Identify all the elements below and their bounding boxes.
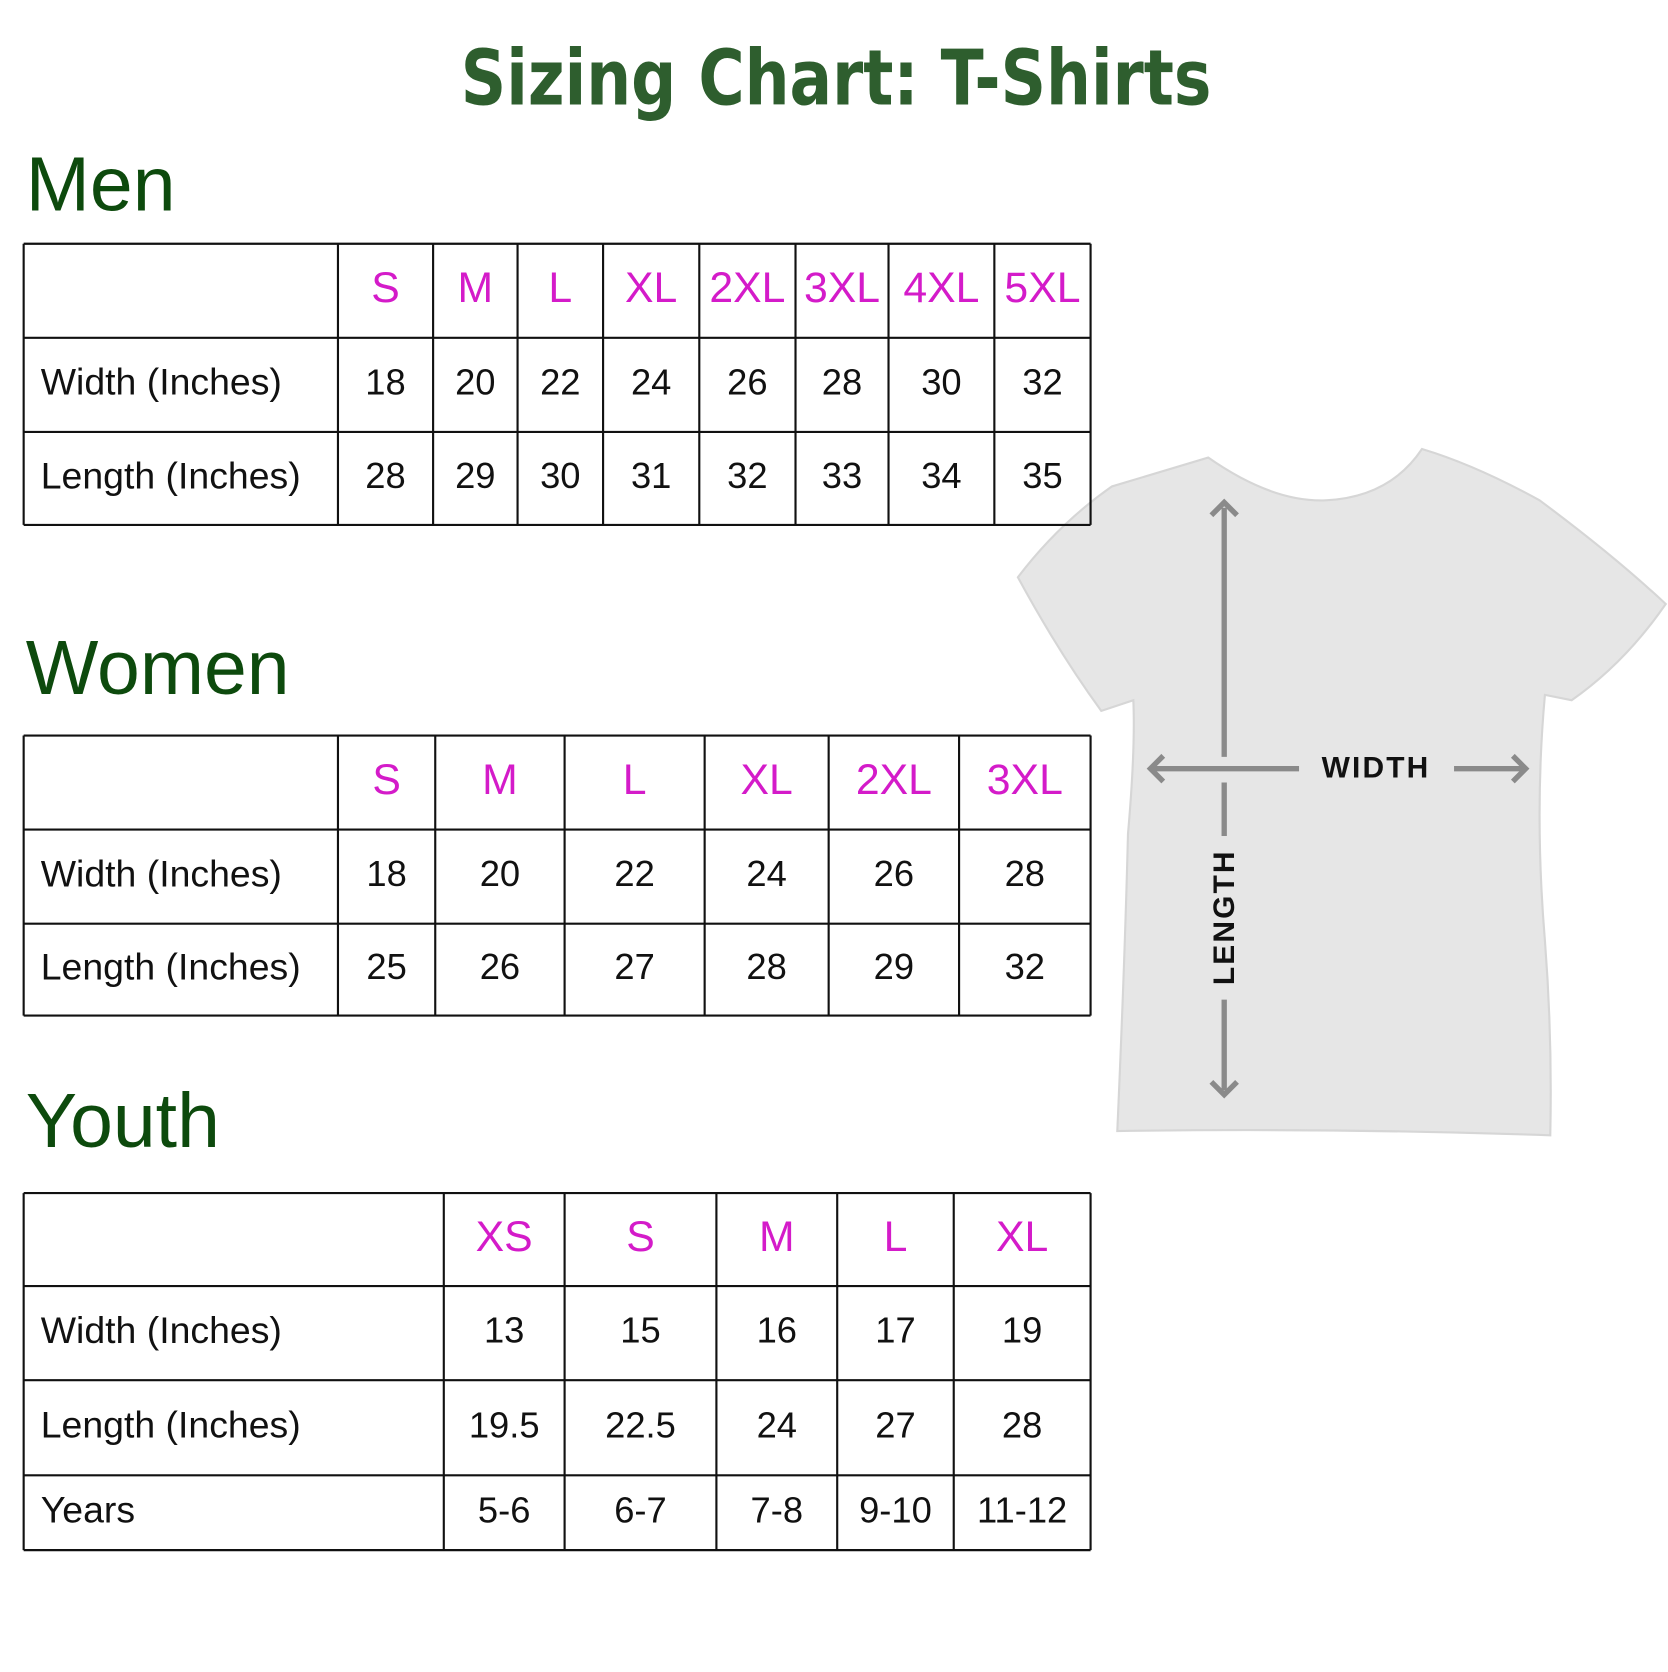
- cell: 26: [874, 853, 914, 894]
- cell: 22.5: [605, 1404, 676, 1445]
- arrows: [1146, 498, 1530, 1099]
- row-label: Width (Inches): [41, 852, 282, 894]
- cell: 28: [1002, 1404, 1042, 1445]
- size-header: 4XL: [903, 264, 979, 312]
- cell: 11-12: [977, 1489, 1067, 1530]
- row-label: Width (Inches): [41, 361, 282, 403]
- cell: 22: [614, 853, 654, 894]
- cell: 28: [1005, 853, 1045, 894]
- section-heading: Youth: [26, 1078, 220, 1164]
- cell: 15: [620, 1310, 660, 1351]
- cell: 17: [875, 1310, 915, 1351]
- size-header: XL: [741, 756, 793, 804]
- cell: 7-8: [751, 1489, 804, 1530]
- section-heading: Women: [26, 625, 290, 711]
- length-label: LENGTH: [1208, 849, 1241, 985]
- cell: 26: [727, 361, 767, 402]
- cell: 18: [365, 361, 405, 402]
- cell: 20: [455, 361, 495, 402]
- cell: 29: [455, 455, 495, 496]
- cell: 27: [875, 1404, 915, 1445]
- size-header: 2XL: [709, 264, 785, 312]
- cell: 32: [1005, 946, 1045, 987]
- cell: 5-6: [478, 1489, 531, 1530]
- size-header: XL: [996, 1213, 1048, 1261]
- cell: 28: [822, 361, 862, 402]
- cell: 26: [480, 946, 520, 987]
- size-header: 5XL: [1004, 264, 1080, 312]
- row-label: Years: [41, 1489, 135, 1531]
- size-header: 3XL: [804, 264, 880, 312]
- width-label: WIDTH: [1322, 752, 1431, 785]
- cell: 31: [631, 455, 671, 496]
- row-label: Length (Inches): [41, 1404, 301, 1446]
- size-header: M: [759, 1213, 795, 1261]
- row-label: Length (Inches): [41, 454, 301, 496]
- size-header: M: [458, 264, 494, 312]
- size-header: S: [626, 1213, 655, 1261]
- cell: 19.5: [469, 1404, 540, 1445]
- cell: 29: [874, 946, 914, 987]
- cell: 28: [365, 455, 405, 496]
- cell: 30: [540, 455, 580, 496]
- cell: 35: [1022, 455, 1062, 496]
- shirt-diagram: WIDTH LENGTH: [1016, 447, 1668, 1137]
- size-header: L: [548, 264, 572, 312]
- cell: 30: [921, 361, 961, 402]
- size-header: XL: [625, 264, 677, 312]
- cell: 22: [540, 361, 580, 402]
- cell: 28: [746, 946, 786, 987]
- row-label: Width (Inches): [41, 1309, 282, 1351]
- size-header: S: [371, 264, 400, 312]
- cell: 32: [1022, 361, 1062, 402]
- cell: 20: [480, 853, 520, 894]
- cell: 24: [746, 853, 786, 894]
- page-title: Sizing Chart: T-Shirts: [461, 34, 1212, 124]
- size-header: L: [623, 756, 647, 804]
- cell: 16: [757, 1310, 797, 1351]
- size-header: L: [884, 1213, 908, 1261]
- cell: 13: [484, 1310, 524, 1351]
- cell: 32: [727, 455, 767, 496]
- size-header: XS: [476, 1213, 533, 1261]
- cell: 33: [822, 455, 862, 496]
- cell: 19: [1002, 1310, 1042, 1351]
- size-header: S: [372, 756, 401, 804]
- cell: 24: [757, 1404, 797, 1445]
- cell: 6-7: [614, 1489, 667, 1530]
- cell: 27: [614, 946, 654, 987]
- cell: 18: [366, 853, 406, 894]
- shirt: [1016, 447, 1668, 1137]
- cell: 25: [366, 946, 406, 987]
- row-label: Length (Inches): [41, 946, 301, 988]
- section-heading: Men: [26, 142, 176, 228]
- cell: 9-10: [859, 1489, 932, 1530]
- size-header: 3XL: [987, 756, 1063, 804]
- size-header: 2XL: [856, 756, 932, 804]
- size-header: M: [482, 756, 518, 804]
- cell: 24: [631, 361, 671, 402]
- cell: 34: [921, 455, 961, 496]
